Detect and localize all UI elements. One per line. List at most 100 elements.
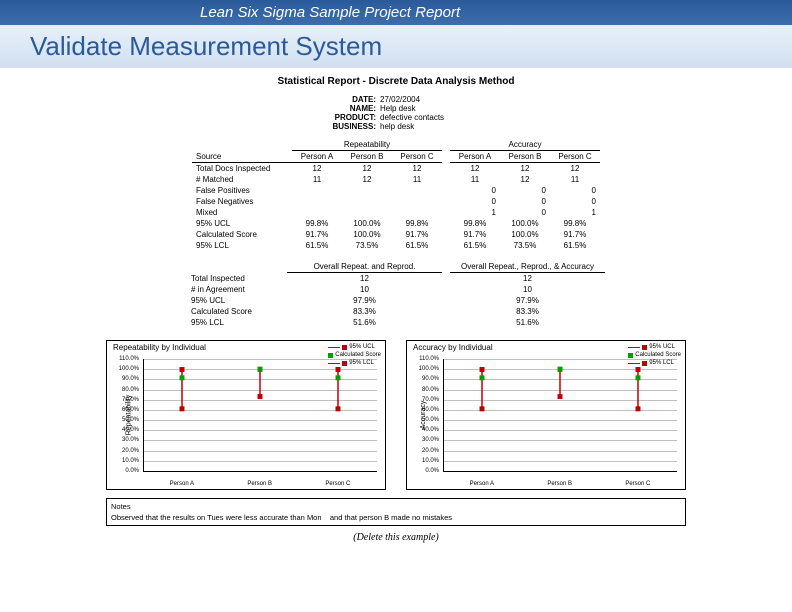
table-row: Mixed101 [192, 207, 600, 218]
col-pb-r: Person B [342, 151, 392, 163]
notes-box: Notes Observed that the results on Tues … [106, 498, 686, 526]
col-pa-r: Person A [292, 151, 342, 163]
legend-ucl: 95% UCL [349, 343, 375, 351]
x-label: Person B [247, 481, 272, 487]
y-tick: 30.0% [122, 437, 139, 443]
meta-product-label: PRODUCT: [316, 113, 376, 122]
table-row: # Matched111211111211 [192, 174, 600, 185]
plot-area [443, 359, 677, 471]
delete-example-note: (Delete this example) [80, 532, 712, 543]
cell: 12 [450, 163, 500, 175]
cell: 100.0% [342, 229, 392, 240]
cell: 61.5% [450, 240, 500, 251]
y-axis-ticks: 0.0%10.0%20.0%30.0%40.0%50.0%60.0%70.0%8… [421, 359, 441, 471]
cell: 12 [292, 163, 342, 175]
notes-label: Notes [111, 501, 681, 512]
x-label: Person B [547, 481, 572, 487]
cell: 0 [500, 207, 550, 218]
cell: 0 [500, 185, 550, 196]
y-tick: 70.0% [122, 397, 139, 403]
y-tick: 0.0% [125, 468, 139, 474]
chart-title: Repeatability by Individual [113, 343, 206, 352]
cell [342, 196, 392, 207]
row-label: Total Inspected [187, 273, 287, 285]
cell: 12 [342, 174, 392, 185]
plot-area [143, 359, 377, 471]
meta-name-label: NAME: [316, 104, 376, 113]
meta-date: 27/02/2004 [376, 95, 476, 104]
cell: 73.5% [500, 240, 550, 251]
row-label: Total Docs Inspected [192, 163, 292, 175]
cell: 12 [392, 163, 442, 175]
y-tick: 0.0% [425, 468, 439, 474]
cell: 99.8% [392, 218, 442, 229]
row-label: # Matched [192, 174, 292, 185]
y-tick: 80.0% [422, 387, 439, 393]
cell: 100.0% [500, 229, 550, 240]
x-label: Person A [470, 481, 494, 487]
row-label: # in Agreement [187, 284, 287, 295]
y-tick: 90.0% [422, 376, 439, 382]
y-axis-ticks: 0.0%10.0%20.0%30.0%40.0%50.0%60.0%70.0%8… [121, 359, 141, 471]
report-title: Statistical Report - Discrete Data Analy… [80, 76, 712, 87]
cell: 11 [450, 174, 500, 185]
table-row: # in Agreement 10 10 [187, 284, 605, 295]
col-pa-a: Person A [450, 151, 500, 163]
header-repeatability: Repeatability [292, 139, 442, 151]
row-label: Calculated Score [187, 306, 287, 317]
table-row: Total Docs Inspected121212121212 [192, 163, 600, 175]
col-pb-a: Person B [500, 151, 550, 163]
cell: 91.7% [550, 229, 600, 240]
row-label: 95% LCL [192, 240, 292, 251]
cell [292, 185, 342, 196]
chart-accuracy: Accuracy by Individual 95% UCL Calculate… [406, 340, 686, 490]
cell: 91.7% [392, 229, 442, 240]
y-tick: 60.0% [422, 407, 439, 413]
cell: 97.9% [287, 295, 442, 306]
table-row: False Negatives000 [192, 196, 600, 207]
header-overall-rr: Overall Repeat. and Reprod. [287, 261, 442, 273]
header-subtitle: Lean Six Sigma Sample Project Report [0, 0, 792, 25]
y-tick: 70.0% [422, 397, 439, 403]
legend-score: Calculated Score [335, 351, 381, 359]
meta-block: DATE:27/02/2004 NAME:Help desk PRODUCT:d… [80, 95, 712, 131]
table-row: Calculated Score91.7%100.0%91.7%91.7%100… [192, 229, 600, 240]
cell [342, 207, 392, 218]
table-row: Total Inspected 12 12 [187, 273, 605, 285]
cell: 12 [500, 174, 550, 185]
legend-ucl: 95% UCL [649, 343, 675, 351]
notes-text-2: and that person B made no mistakes [330, 513, 452, 522]
cell [392, 196, 442, 207]
cell: 10 [450, 284, 605, 295]
y-tick: 100.0% [119, 366, 139, 372]
y-tick: 50.0% [422, 417, 439, 423]
cell: 12 [500, 163, 550, 175]
cell [292, 196, 342, 207]
table-row: 95% LCL61.5%73.5%61.5%61.5%73.5%61.5% [192, 240, 600, 251]
table-row: 95% LCL 51.6% 51.6% [187, 317, 605, 328]
cell: 99.8% [292, 218, 342, 229]
legend-score: Calculated Score [635, 351, 681, 359]
col-pc-a: Person C [550, 151, 600, 163]
row-label: 95% LCL [187, 317, 287, 328]
cell: 83.3% [450, 306, 605, 317]
table-row: 95% UCL 97.9% 97.9% [187, 295, 605, 306]
cell: 1 [550, 207, 600, 218]
page-title: Validate Measurement System [30, 31, 762, 62]
cell: 10 [287, 284, 442, 295]
header-overall-rra: Overall Repeat., Reprod., & Accuracy [450, 261, 605, 273]
x-axis-labels: Person A Person B Person C [443, 481, 677, 487]
cell: 1 [450, 207, 500, 218]
cell: 83.3% [287, 306, 442, 317]
cell: 11 [392, 174, 442, 185]
cell: 99.8% [550, 218, 600, 229]
x-label: Person C [625, 481, 650, 487]
y-tick: 80.0% [122, 387, 139, 393]
cell: 12 [550, 163, 600, 175]
cell: 73.5% [342, 240, 392, 251]
cell: 100.0% [500, 218, 550, 229]
cell: 99.8% [450, 218, 500, 229]
cell: 0 [450, 185, 500, 196]
table-row: False Positives000 [192, 185, 600, 196]
cell: 91.7% [292, 229, 342, 240]
